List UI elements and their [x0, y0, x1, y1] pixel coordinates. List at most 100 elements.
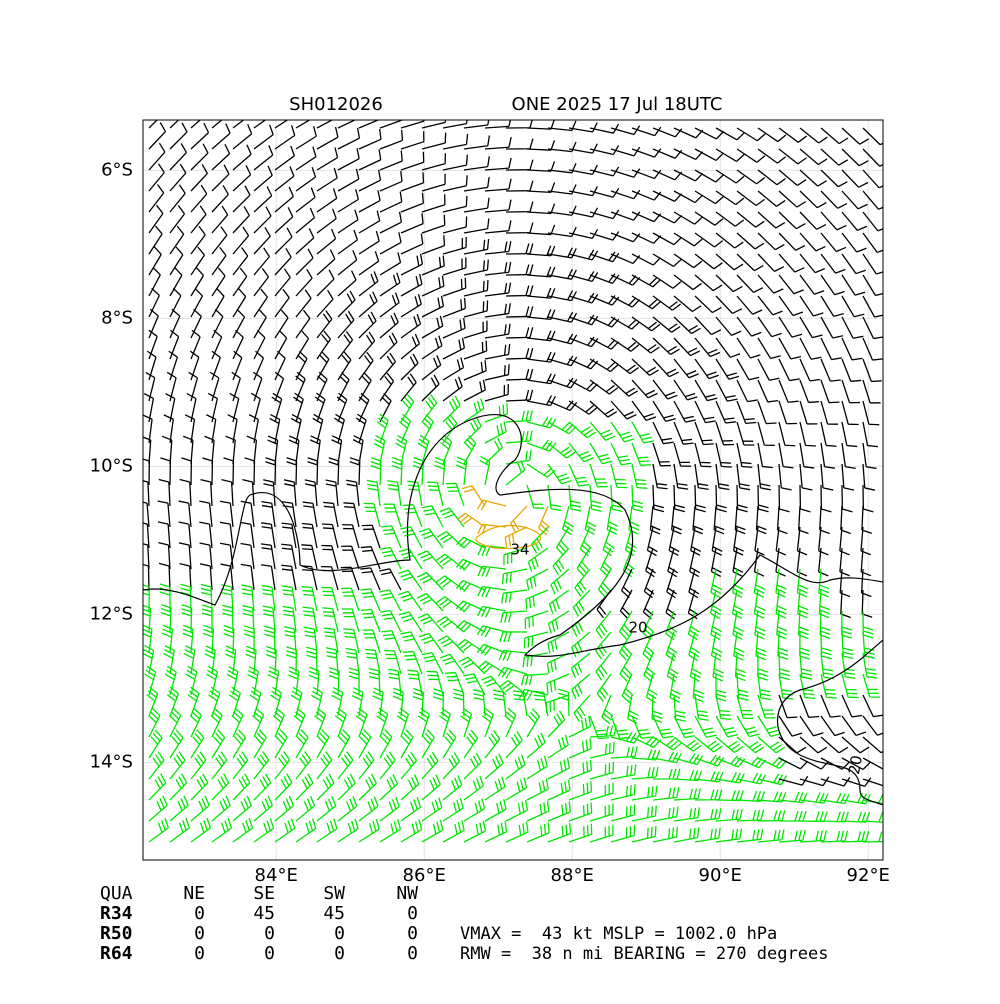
wind-barb [442, 257, 467, 276]
wind-barb [505, 159, 534, 171]
wind-barb [505, 243, 534, 255]
wind-barb [379, 120, 403, 129]
wind-barb [711, 526, 723, 556]
wind-barb [400, 213, 424, 234]
wind-barb [400, 233, 424, 255]
wind-barb [841, 400, 859, 426]
wind-barb [185, 665, 198, 696]
wind-barb [146, 686, 159, 717]
wind-barb [316, 126, 339, 150]
wind-barb [417, 707, 430, 738]
wind-barb [694, 211, 724, 226]
wind-barb [169, 205, 185, 234]
table-cell: 0 [407, 923, 418, 944]
wind-barb [243, 625, 255, 654]
wind-barb [321, 586, 339, 612]
wind-barb [442, 317, 466, 339]
wind-barb [232, 247, 249, 276]
wind-barb [316, 147, 339, 171]
wind-barb [274, 145, 295, 171]
wind-barb [190, 729, 205, 759]
wind-barb [316, 188, 338, 213]
wind-barb [334, 707, 347, 738]
wind-barb [579, 526, 592, 557]
wind-barb [463, 752, 482, 780]
wind-barb [146, 350, 157, 381]
wind-barb [158, 542, 171, 570]
wind-barb [270, 686, 283, 717]
table-cell: 0 [264, 943, 275, 964]
wind-barb [497, 666, 528, 679]
wind-barb [316, 751, 333, 780]
wind-barb [179, 478, 192, 507]
wind-barb [778, 757, 809, 770]
wind-barb [862, 211, 883, 232]
wind-barb [673, 253, 703, 269]
wind-barb [799, 792, 829, 804]
wind-barb [189, 350, 200, 381]
wind-barb [163, 645, 175, 675]
wind-barb [589, 273, 620, 284]
wind-barb [841, 792, 871, 805]
contour-34 [475, 524, 542, 550]
wind-barb [282, 605, 297, 633]
wind-barb [734, 652, 747, 682]
table-header: SW [323, 883, 345, 904]
wind-barb [143, 624, 153, 654]
wind-barb [666, 568, 677, 599]
wind-barb [570, 652, 591, 679]
wind-barb [799, 463, 813, 491]
wind-barb [820, 316, 844, 339]
wind-barb [370, 457, 382, 486]
wind-barb [799, 190, 827, 209]
wind-barb [547, 801, 571, 822]
wind-barb [331, 435, 343, 465]
wind-barb [337, 729, 351, 759]
wind-barb [477, 565, 507, 578]
wind-barb [322, 607, 339, 633]
wind-barb [148, 122, 167, 150]
wind-barb [571, 673, 591, 700]
wind-barb [736, 295, 763, 315]
wind-barb [841, 421, 858, 448]
wind-barb [610, 825, 636, 843]
wind-barb [673, 169, 704, 182]
wind-barb [148, 204, 164, 234]
wind-barb [610, 211, 641, 221]
x-tick-label: 84°E [255, 865, 298, 886]
wind-barb [526, 416, 557, 429]
wind-barb [442, 154, 469, 171]
wind-barb [379, 819, 402, 843]
wind-barb [219, 500, 234, 528]
wind-barb [589, 442, 613, 465]
wind-barb [757, 421, 775, 447]
wind-barb [862, 190, 883, 210]
wind-barb [190, 225, 206, 255]
wind-barb [304, 479, 318, 507]
wind-barb [253, 729, 267, 759]
wind-barb [314, 707, 327, 738]
wind-barb [568, 186, 598, 197]
wind-barb [841, 127, 869, 145]
wind-barb [337, 120, 357, 129]
wind-barb [148, 795, 168, 822]
wind-barb [395, 434, 408, 465]
wind-barb [597, 568, 612, 598]
wind-barb [841, 484, 853, 513]
wind-barb [798, 505, 809, 535]
wind-barb [757, 253, 785, 272]
wind-barb [799, 148, 828, 166]
wind-barb [778, 127, 808, 143]
wind-barb [547, 377, 578, 389]
wind-barb [260, 543, 276, 570]
wind-barb [547, 710, 566, 738]
wind-barb [358, 331, 376, 360]
wind-barb [169, 707, 182, 738]
wind-barb [841, 757, 871, 771]
wind-barb [736, 694, 754, 720]
wind-barb [778, 810, 807, 822]
wind-barb [757, 169, 786, 186]
wind-barb [545, 694, 570, 714]
wind-barb [295, 751, 312, 780]
wind-barb [736, 169, 766, 185]
